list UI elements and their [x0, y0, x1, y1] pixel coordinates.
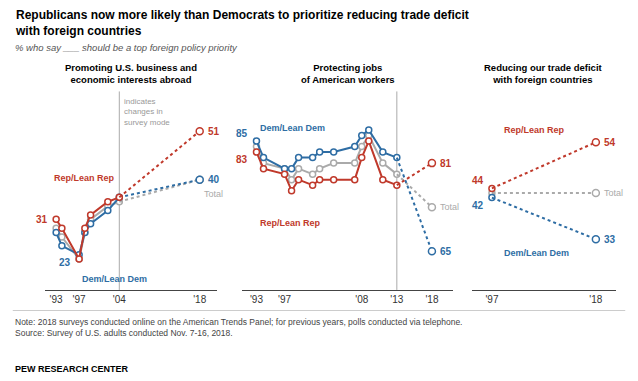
svg-text:Dem/Lean Dem: Dem/Lean Dem — [504, 248, 569, 258]
svg-text:40: 40 — [208, 174, 220, 185]
svg-text:42: 42 — [472, 200, 484, 211]
svg-text:44: 44 — [472, 175, 484, 186]
svg-text:Rep/Lean Rep: Rep/Lean Rep — [504, 125, 565, 135]
svg-text:Dem/Lean Dem: Dem/Lean Dem — [260, 123, 325, 133]
svg-text:'93: '93 — [50, 294, 63, 305]
svg-text:'13: '13 — [390, 294, 403, 305]
svg-text:54: 54 — [604, 137, 616, 148]
svg-text:65: 65 — [440, 246, 452, 257]
svg-text:Rep/Lean Rep: Rep/Lean Rep — [54, 173, 115, 183]
svg-text:indicateschanges insurvey mode: indicateschanges insurvey mode — [124, 97, 170, 127]
svg-text:'93: '93 — [250, 294, 263, 305]
svg-text:33: 33 — [604, 234, 616, 245]
svg-text:Total: Total — [204, 189, 223, 199]
svg-text:'97: '97 — [278, 294, 291, 305]
svg-text:Protecting jobsof American wor: Protecting jobsof American workers — [301, 62, 395, 85]
svg-text:83: 83 — [236, 154, 248, 165]
svg-text:23: 23 — [59, 257, 71, 268]
svg-text:51: 51 — [208, 126, 220, 137]
svg-text:Note: 2018 surveys conducted o: Note: 2018 surveys conducted online on t… — [15, 317, 462, 338]
svg-text:'97: '97 — [485, 294, 498, 305]
svg-text:31: 31 — [36, 214, 48, 225]
svg-text:% who say ___ should be a top: % who say ___ should be a top foreign po… — [15, 42, 238, 53]
svg-text:'18: '18 — [425, 294, 438, 305]
svg-text:Dem/Lean Dem: Dem/Lean Dem — [82, 274, 147, 284]
svg-text:PEW RESEARCH CENTER: PEW RESEARCH CENTER — [15, 364, 129, 374]
svg-text:'04: '04 — [113, 294, 126, 305]
svg-text:Rep/Lean Rep: Rep/Lean Rep — [260, 218, 321, 228]
svg-text:Reducing our trade deficitwith: Reducing our trade deficitwith foreign c… — [484, 62, 603, 85]
svg-text:Total: Total — [440, 202, 459, 212]
svg-text:Republicans now more likely th: Republicans now more likely than Democra… — [15, 8, 469, 38]
svg-text:'08: '08 — [355, 294, 368, 305]
svg-text:'18: '18 — [193, 294, 206, 305]
svg-text:Promoting U.S. business andeco: Promoting U.S. business andeconomic inte… — [65, 62, 197, 85]
svg-text:'97: '97 — [73, 294, 86, 305]
svg-text:'18: '18 — [589, 294, 602, 305]
svg-text:85: 85 — [236, 128, 248, 139]
svg-text:81: 81 — [440, 158, 452, 169]
svg-text:Total: Total — [604, 188, 623, 198]
